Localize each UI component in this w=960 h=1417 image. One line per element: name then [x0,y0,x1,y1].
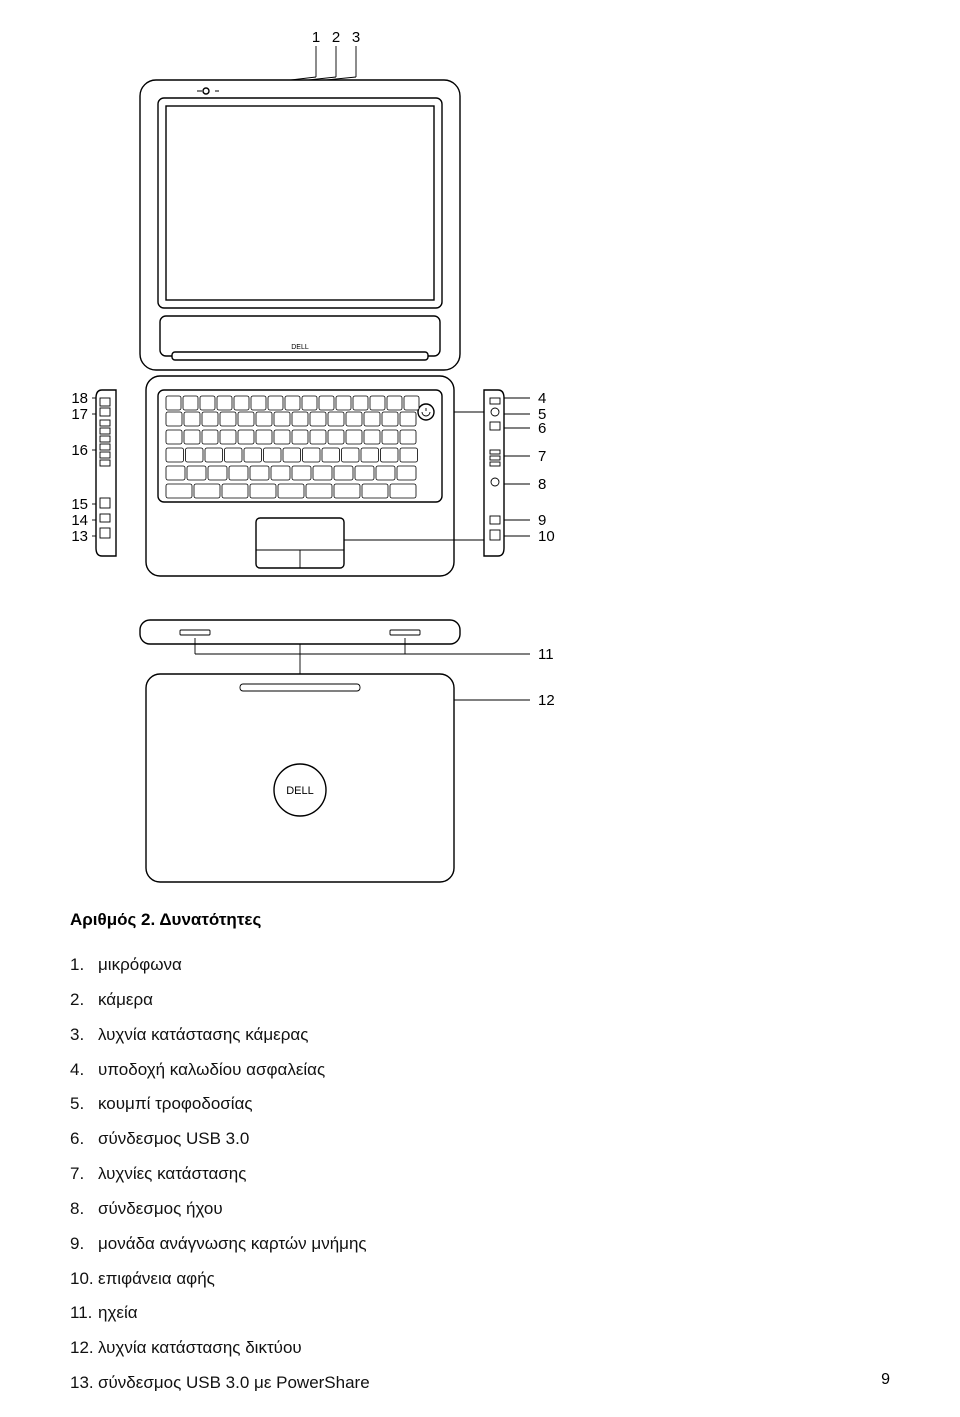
list-item: 12.λυχνία κατάστασης δικτύου [98,1331,890,1366]
svg-text:16: 16 [71,442,88,459]
svg-text:8: 8 [538,476,546,493]
page-number: 9 [881,1371,890,1389]
svg-text:2: 2 [332,29,340,46]
list-item-label: κάμερα [98,990,153,1009]
list-item-number: 4. [70,1053,94,1088]
list-item-number: 2. [70,983,94,1018]
svg-text:3: 3 [352,29,360,46]
feature-list: 1.μικρόφωνα2.κάμερα3.λυχνία κατάστασης κ… [70,948,890,1401]
list-item: 3.λυχνία κατάστασης κάμερας [98,1018,890,1053]
list-item-number: 12. [70,1331,94,1366]
list-item-label: ηχεία [98,1303,138,1322]
list-item-number: 7. [70,1157,94,1192]
list-item: 11.ηχεία [98,1296,890,1331]
figure-caption: Αριθμός 2. Δυνατότητες [70,910,890,930]
list-item-number: 8. [70,1192,94,1227]
list-item-number: 11. [70,1296,94,1331]
laptop-diagram: 123 181716151413 456789101112 DELL [70,20,890,890]
list-item: 13.σύνδεσμος USB 3.0 με PowerShare [98,1366,890,1401]
list-item-label: επιφάνεια αφής [98,1269,215,1288]
svg-text:15: 15 [71,496,88,513]
list-item-label: μικρόφωνα [98,955,182,974]
svg-text:4: 4 [538,390,546,407]
list-item: 9.μονάδα ανάγνωσης καρτών μνήμης [98,1227,890,1262]
list-item-label: υποδοχή καλωδίου ασφαλείας [98,1060,325,1079]
svg-text:13: 13 [71,528,88,545]
list-item-label: λυχνία κατάστασης κάμερας [98,1025,308,1044]
list-item: 7.λυχνίες κατάστασης [98,1157,890,1192]
list-item-label: σύνδεσμος ήχου [98,1199,223,1218]
list-item-number: 5. [70,1087,94,1122]
list-item: 2.κάμερα [98,983,890,1018]
list-item-number: 9. [70,1227,94,1262]
list-item-number: 13. [70,1366,94,1401]
list-item: 10.επιφάνεια αφής [98,1262,890,1297]
svg-text:17: 17 [71,406,88,423]
svg-text:9: 9 [538,512,546,529]
list-item-label: λυχνία κατάστασης δικτύου [98,1338,302,1357]
list-item: 6.σύνδεσμος USB 3.0 [98,1122,890,1157]
svg-text:7: 7 [538,448,546,465]
svg-text:12: 12 [538,692,555,709]
svg-text:10: 10 [538,528,555,545]
list-item: 8.σύνδεσμος ήχου [98,1192,890,1227]
svg-text:DELL: DELL [291,344,309,351]
list-item-number: 10. [70,1262,94,1297]
svg-text:DELL: DELL [286,785,314,797]
list-item: 5.κουμπί τροφοδοσίας [98,1087,890,1122]
list-item-number: 1. [70,948,94,983]
svg-text:18: 18 [71,390,88,407]
list-item-number: 6. [70,1122,94,1157]
list-item-label: λυχνίες κατάστασης [98,1164,246,1183]
list-item-number: 3. [70,1018,94,1053]
svg-text:14: 14 [71,512,88,529]
list-item-label: μονάδα ανάγνωσης καρτών μνήμης [98,1234,367,1253]
list-item-label: σύνδεσμος USB 3.0 [98,1129,249,1148]
svg-text:6: 6 [538,420,546,437]
list-item-label: σύνδεσμος USB 3.0 με PowerShare [98,1373,370,1392]
list-item: 1.μικρόφωνα [98,948,890,983]
list-item-label: κουμπί τροφοδοσίας [98,1094,253,1113]
svg-text:1: 1 [312,29,320,46]
list-item: 4.υποδοχή καλωδίου ασφαλείας [98,1053,890,1088]
svg-text:11: 11 [538,646,554,663]
